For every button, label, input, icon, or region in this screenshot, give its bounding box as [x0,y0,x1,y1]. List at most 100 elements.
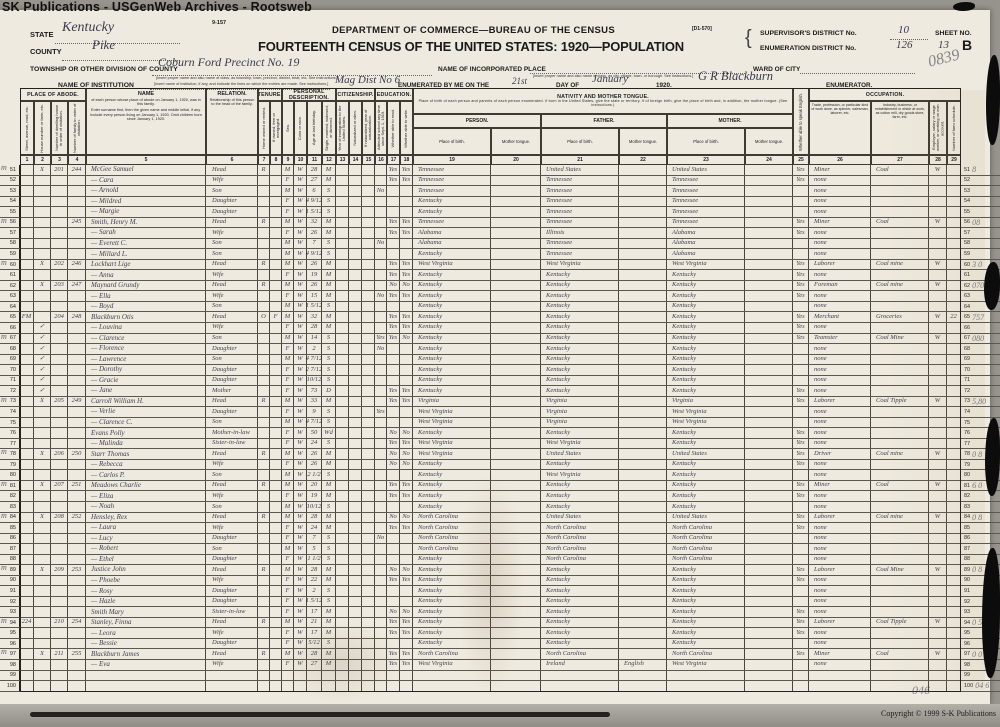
census-cell [349,417,362,428]
census-cell: Kentucky [413,312,491,322]
census-cell: 24 [307,438,322,449]
census-cell [270,628,282,638]
census-cell: 17 [307,628,322,638]
doc-code: [D1-570] [692,26,712,32]
census-cell: Tennessee [541,249,619,259]
census-cell: M [322,649,336,659]
col-label-vertical: Color or race. [294,101,307,155]
col-label-vertical: Whether able to read. [387,101,400,155]
census-cell [387,365,400,375]
census-cell: Yes [400,291,413,301]
census-cell [375,575,387,586]
census-cell [413,681,491,691]
census-cell: Yes [793,386,809,396]
census-cell: 26 [307,459,322,470]
census-cell [270,470,282,480]
census-cell [336,470,349,480]
census-cell [270,586,282,596]
column-number: 27 [871,155,929,165]
census-cell [20,407,34,417]
census-cell [270,523,282,533]
census-cell: Head [206,480,258,491]
column-number: 14 [349,155,362,165]
census-cell [619,480,667,491]
census-cell [336,586,349,596]
name-header-text: of each person whose place of abode on J… [91,98,201,107]
census-cell [349,196,362,207]
census-cell: R [258,165,270,175]
census-cell [362,186,375,196]
census-cell: Kentucky [413,291,491,301]
census-cell: 204 [51,312,68,322]
census-cell: 7 [307,238,322,249]
col-label-vertical: Year of immigration to the United States… [336,101,349,155]
census-cell [375,470,387,480]
census-cell: No [387,449,400,459]
census-cell [349,375,362,386]
census-cell: Kentucky [667,596,745,607]
census-cell [947,344,961,354]
census-cell: W [294,291,307,301]
census-cell [349,523,362,533]
census-cell [871,638,929,649]
census-cell [362,649,375,659]
census-cell: Wife [206,322,258,333]
census-cell: Yes [387,523,400,533]
census-cell: none [809,344,871,354]
census-cell [336,649,349,659]
census-cell [541,681,619,691]
census-cell: Yes [387,291,400,301]
census-cell: Son [206,544,258,554]
census-cell: W [294,449,307,459]
census-cell [491,628,541,638]
edge-stamp: 0 8 [972,565,983,575]
census-cell [51,438,68,449]
census-cell [619,186,667,196]
census-cell [793,365,809,375]
census-cell [793,533,809,544]
census-cell: 9 [307,407,322,417]
edge-stamp: 0 0 [972,649,983,659]
census-cell [68,354,86,365]
census-cell [947,649,961,659]
census-cell: Yes [793,565,809,575]
census-cell [270,375,282,386]
census-cell [929,228,947,238]
census-cell: Yes [793,270,809,280]
census-cell: none [809,533,871,544]
census-cell: S [322,533,336,544]
census-cell [51,575,68,586]
census-cell: 246 [68,259,86,270]
enumeration-label: ENUMERATION DISTRICT No. [760,45,857,52]
census-cell: 1 5/12 [306,207,322,217]
census-cell [929,386,947,396]
census-cell: 201 [51,165,68,175]
line-number-right: 71 [964,377,971,384]
census-cell: W [294,386,307,396]
sheet-label: SHEET NO. [935,30,972,37]
census-cell: W [294,628,307,638]
census-cell [68,438,86,449]
census-cell: 27 [307,659,322,670]
census-cell: Kentucky [667,270,745,280]
census-cell: Tennessee [667,186,745,196]
census-cell: R [258,259,270,270]
census-cell: West Virginia [667,417,745,428]
census-cell [270,228,282,238]
census-cell [375,491,387,501]
census-cell: M [322,659,336,670]
census-cell [375,249,387,259]
census-cell [619,544,667,554]
census-cell [362,280,375,291]
census-cell: O [258,312,270,322]
census-cell [400,554,413,565]
census-cell [68,270,86,280]
census-cell [20,228,34,238]
census-cell [336,344,349,354]
census-cell [349,428,362,438]
census-cell [400,365,413,375]
census-cell: Daughter [206,533,258,544]
census-cell: W [929,565,947,575]
census-cell [34,312,51,322]
